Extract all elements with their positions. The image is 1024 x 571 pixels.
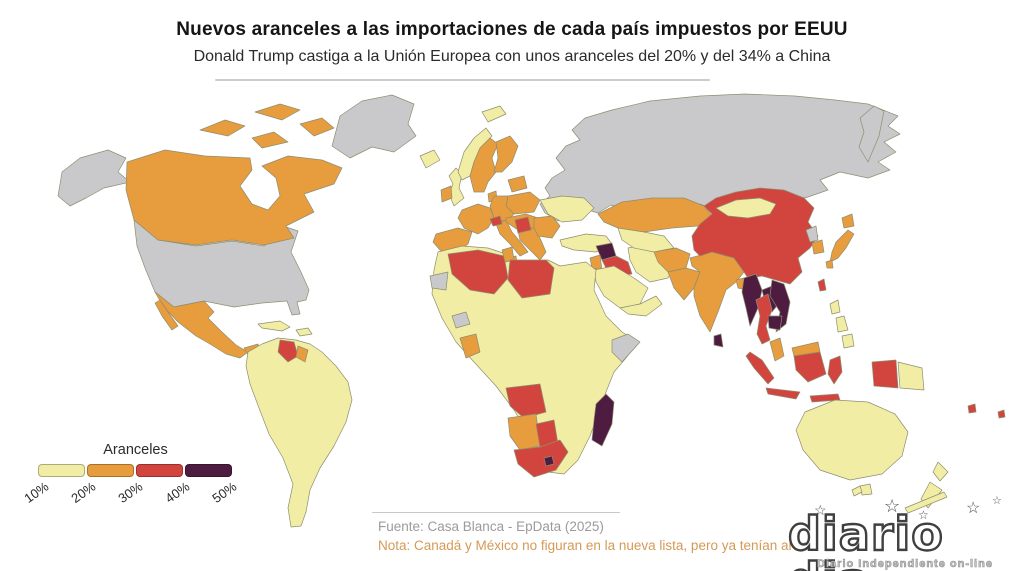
country-angola [505,383,547,419]
country-indonesia-sulawesi [827,355,843,385]
country-western-sahara [429,271,449,291]
watermark-tagline: Diario Independiente on-line [817,558,993,571]
country-ukraine [539,195,595,223]
country-lesotho [543,455,555,467]
country-philippines [841,333,855,349]
country-ireland [440,185,453,203]
country-fiji [967,403,977,414]
star-icon: ☆ [918,508,929,522]
country-vanuatu [851,485,863,497]
legend-label-30: 30% [115,478,146,506]
country-fiji [997,409,1006,419]
country-cuba [257,320,291,332]
country-vietnam [769,279,791,333]
country-myanmar [741,273,763,327]
country-canada-arctic [251,131,289,149]
country-canada-arctic [199,119,246,137]
country-papua-new-guinea [897,361,925,391]
country-japan-honshu [829,229,855,263]
country-alaska [57,149,131,207]
country-kamchatka [858,105,885,163]
note-text: Nota: Canadá y México no figuran en la n… [378,538,809,553]
country-philippines [835,315,849,333]
country-baltics [507,175,528,193]
country-new-zealand-north [932,461,949,482]
country-france [457,203,495,235]
country-tasmania [859,483,873,496]
legend-swatches [38,464,233,477]
legend-label-40: 40% [162,478,193,506]
country-yemen-oman [619,295,663,317]
legend-labels: 10% 20% 30% 40% 50% [21,477,239,511]
legend-swatch-10 [38,464,85,477]
country-canada-arctic [254,103,301,121]
star-icon: ☆ [814,502,827,518]
legend-swatch-40 [185,464,232,477]
country-africa-other [431,245,639,475]
country-svalbard [481,105,507,123]
legend-label-20: 20% [68,478,99,506]
page-subtitle: Donald Trump castiga a la Unión Europea … [193,48,831,65]
country-japan-kyushu [825,259,834,269]
star-icon: ☆ [966,500,981,517]
country-malaysia-peninsula [769,337,785,362]
page-title: Nuevos aranceles a las importaciones de … [176,19,848,40]
legend-swatch-30 [136,464,183,477]
country-north-korea [805,225,819,243]
country-indonesia-java [765,387,801,400]
country-iceland [419,149,441,169]
country-indonesia-west-papua [871,359,899,389]
country-sweden [469,137,499,193]
country-french-guiana [295,345,309,363]
country-india [689,251,745,333]
country-uk [448,167,465,207]
country-burkina-faso [451,311,471,329]
watermark-logo: ☆ ☆ ☆ ☆ ☆ diario dia Diario Independient… [786,495,1024,571]
country-japan-hokkaido [841,213,855,229]
country-madagascar [591,393,615,447]
country-mongolia [715,197,777,219]
country-thailand [755,293,773,345]
country-south-america [245,337,353,528]
legend-swatch-20 [87,464,134,477]
header-divider [215,79,710,81]
legend-title: Aranceles [103,442,168,458]
country-taiwan [817,278,827,292]
country-switzerland [489,215,503,227]
country-finland [493,135,519,173]
country-sri-lanka [713,333,724,348]
country-greenland [331,94,417,159]
country-new-caledonia [904,491,948,514]
country-italy [495,219,529,257]
country-namibia [507,413,541,451]
country-indonesia-borneo [793,351,827,383]
country-guyana-suriname [277,339,299,363]
country-south-korea [811,239,825,255]
country-australia [795,399,909,481]
star-icon: ☆ [992,495,1002,507]
country-hispaniola [295,327,313,337]
star-icon: ☆ [884,496,901,516]
footer-divider [372,512,620,513]
country-somalia [611,333,641,363]
country-serbia [514,216,532,234]
source-text: Fuente: Casa Blanca - EpData (2025) [378,519,604,534]
map-legend: Aranceles 10% 20% 30% 40% 50% [21,442,239,511]
country-indonesia-sumatra [745,351,775,385]
country-canada-arctic [299,117,335,137]
country-canada [125,149,343,246]
watermark-text: diario dia [787,507,944,571]
country-algeria [447,249,509,295]
country-cambodia [767,315,783,331]
country-south-africa [513,439,569,478]
country-ivory-coast [459,333,481,359]
country-libya [507,259,555,299]
country-baja-california [154,299,179,331]
country-philippines [829,299,841,315]
